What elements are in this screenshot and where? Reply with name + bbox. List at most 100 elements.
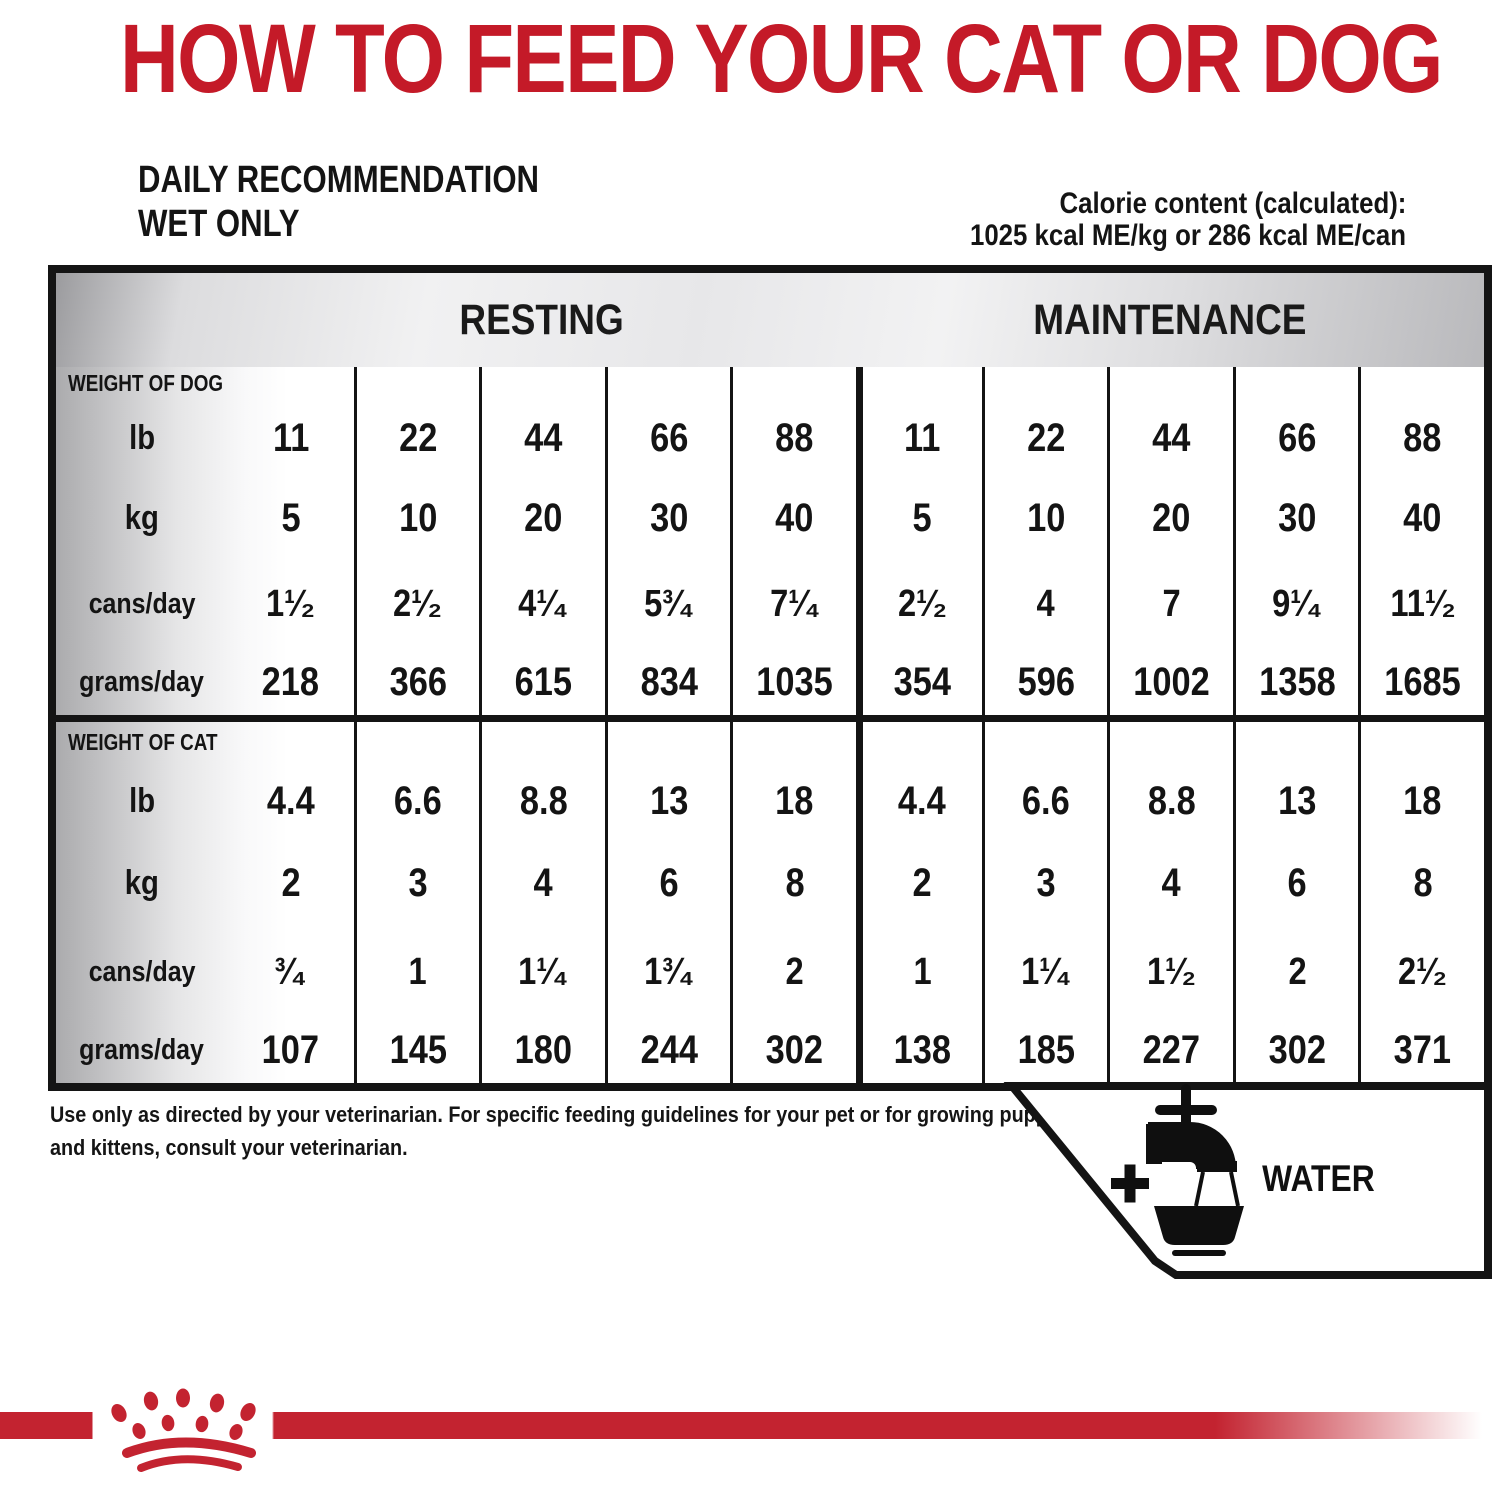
cat-lb-label: lb <box>129 781 155 820</box>
table-cell: 6 <box>1232 840 1359 926</box>
table-cell: 7 <box>1107 559 1233 649</box>
table-cell: 30 <box>1232 477 1359 559</box>
table-cell: 1¹⁄₂ <box>266 582 316 625</box>
table-cell: 371 <box>1358 1018 1484 1083</box>
table-cell: 13 <box>1232 762 1359 840</box>
table-cell: 185 <box>981 1018 1108 1083</box>
table-cell: 8 <box>730 840 856 926</box>
dog-lb-label: lb <box>129 418 155 457</box>
veterinarian-note: Use only as directed by your veterinaria… <box>50 1098 1189 1164</box>
table-cell: 20 <box>479 477 605 559</box>
table-cell: 1³⁄₄ <box>604 926 731 1018</box>
cat-cans-label: cans/day <box>88 955 196 988</box>
table-cell-empty <box>1232 722 1359 762</box>
table-cell-empty <box>730 722 856 762</box>
table-cell: 180 <box>479 1018 605 1083</box>
calorie-content-title: Calorie content (calculated): <box>1059 187 1406 220</box>
table-cell-empty <box>1358 722 1484 762</box>
cat-lb-row: lb 4.4 6.6 8.8 13 18 4.4 6.6 8.8 13 18 <box>56 762 1484 840</box>
table-cell: 366 <box>353 649 480 715</box>
table-cell: 4¹⁄₄ <box>479 559 605 649</box>
table-cell: 11 <box>855 399 982 477</box>
table-cell: 88 <box>730 399 856 477</box>
table-cell: 138 <box>855 1018 982 1083</box>
table-cell: 2 <box>855 840 982 926</box>
cat-kg-label: kg <box>124 863 160 902</box>
table-cell: 596 <box>981 649 1108 715</box>
table-cell: 18 <box>1358 762 1484 840</box>
table-cell: 66 <box>1232 399 1359 477</box>
table-cell: 834 <box>604 649 731 715</box>
dog-cans-row: cans/day 1¹⁄₂ 2¹⁄₂ 4¹⁄₄ 5³⁄₄ 7¹⁄₄ 2¹⁄₂ 4 7 9¹⁄₄ 1… <box>56 559 1484 649</box>
table-cell: 1 <box>353 926 480 1018</box>
table-cell: 2 <box>281 860 301 905</box>
table-cell: 615 <box>479 649 605 715</box>
table-cell-empty <box>604 722 731 762</box>
note-line-1: Use only as directed by your veterinaria… <box>50 1102 1076 1127</box>
water-label: WATER <box>1262 1158 1375 1199</box>
feeding-table: RESTING MAINTENANCE WEIGHT OF DOG lb 11 2… <box>48 265 1492 1091</box>
table-cell: 8 <box>1358 840 1484 926</box>
cat-cans-row: cans/day ³⁄₄ 1 1¹⁄₄ 1³⁄₄ 2 1 1¹⁄₄ 1¹⁄₂ 2 2¹⁄₂ <box>56 926 1484 1018</box>
dog-cans-label: cans/day <box>88 587 196 620</box>
table-cell: 5³⁄₄ <box>604 559 731 649</box>
dog-kg-label: kg <box>124 498 160 537</box>
weight-of-cat-label: WEIGHT OF CAT <box>68 728 218 755</box>
table-cell: 20 <box>1107 477 1233 559</box>
table-cell-empty <box>353 722 480 762</box>
table-cell: 6 <box>604 840 731 926</box>
table-cell: 4.4 <box>266 778 315 823</box>
table-cell-empty <box>1232 367 1359 399</box>
cat-section-label-row: WEIGHT OF CAT <box>56 722 1484 762</box>
table-cell: 302 <box>1232 1018 1359 1083</box>
table-cell-empty <box>730 367 856 399</box>
table-cell: 4 <box>1107 840 1233 926</box>
table-cell: 40 <box>1358 477 1484 559</box>
table-cell-empty <box>855 722 982 762</box>
wet-only-label: WET ONLY <box>138 203 300 246</box>
table-cell: 8.8 <box>1107 762 1233 840</box>
table-cell: 66 <box>604 399 731 477</box>
table-cell: 22 <box>981 399 1108 477</box>
table-cell: 4 <box>981 559 1108 649</box>
table-cell-empty <box>855 367 982 399</box>
header-spacer <box>56 273 228 367</box>
table-cell: 5 <box>281 495 301 540</box>
table-cell: 4.4 <box>855 762 982 840</box>
table-cell: 13 <box>604 762 731 840</box>
table-cell: 3 <box>353 840 480 926</box>
maintenance-group-header: MAINTENANCE <box>1033 295 1307 344</box>
cat-grams-label: grams/day <box>79 1034 205 1066</box>
table-cell-empty <box>1107 722 1233 762</box>
cat-grams-row: grams/day 107 145 180 244 302 138 185 227 302 371 <box>56 1018 1484 1083</box>
daily-recommendation-label: DAILY RECOMMENDATION <box>138 159 540 201</box>
table-cell: 88 <box>1358 399 1484 477</box>
table-cell: 1 <box>855 926 982 1018</box>
table-cell: 10 <box>353 477 480 559</box>
page-title: HOW TO FEED YOUR CAT OR DOG <box>120 4 1443 113</box>
table-cell: 5 <box>855 477 982 559</box>
table-cell: 44 <box>479 399 605 477</box>
dog-lb-row: lb 11 22 44 66 88 11 22 44 66 88 <box>56 399 1484 477</box>
dog-section-label-row: WEIGHT OF DOG <box>56 367 1484 399</box>
table-cell: 227 <box>1107 1018 1233 1083</box>
table-cell: 22 <box>353 399 480 477</box>
table-cell: 40 <box>730 477 856 559</box>
table-cell: 1¹⁄₄ <box>479 926 605 1018</box>
table-group-header-row: RESTING MAINTENANCE <box>56 273 1484 367</box>
table-cell-empty <box>228 722 354 762</box>
table-cell: 2¹⁄₂ <box>353 559 480 649</box>
table-cell-empty <box>353 367 480 399</box>
note-line-2: and kittens, consult your veterinarian. <box>50 1135 408 1160</box>
table-cell: 1035 <box>730 649 856 715</box>
table-cell-empty <box>981 722 1108 762</box>
table-cell: 6.6 <box>981 762 1108 840</box>
resting-group-header: RESTING <box>459 295 625 344</box>
table-cell-empty <box>1107 367 1233 399</box>
table-cell: 44 <box>1107 399 1233 477</box>
royal-canin-crown-logo <box>111 1388 256 1472</box>
table-cell-empty <box>479 367 605 399</box>
table-cell: 244 <box>604 1018 731 1083</box>
table-cell: 1¹⁄₂ <box>1107 926 1233 1018</box>
table-cell: 11 <box>272 415 309 460</box>
